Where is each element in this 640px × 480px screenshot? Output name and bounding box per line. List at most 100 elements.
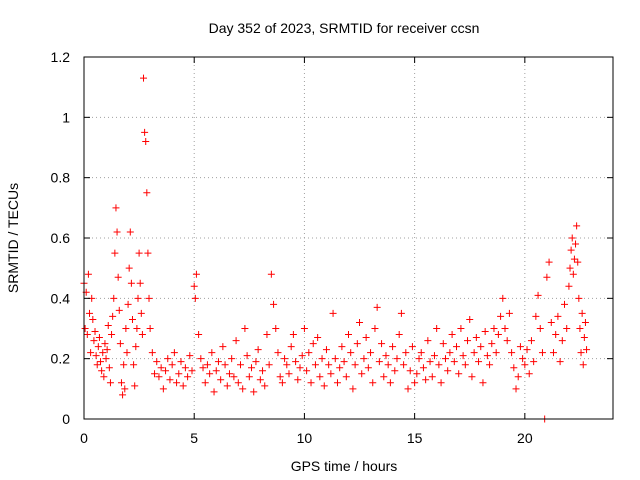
data-point (536, 325, 544, 332)
data-point (481, 328, 489, 336)
data-point (430, 352, 438, 360)
data-point (543, 273, 551, 281)
data-point (477, 343, 485, 351)
data-point (252, 358, 260, 366)
data-point (455, 370, 463, 378)
data-point (234, 379, 242, 387)
data-point (106, 379, 114, 387)
data-point (512, 385, 520, 393)
data-point (127, 279, 135, 287)
data-point (470, 349, 478, 357)
data-point (261, 382, 269, 390)
x-tick-labels: 0 5 10 15 20 (80, 430, 533, 446)
data-point (94, 343, 102, 351)
data-point (435, 361, 443, 369)
y-tick-label: 0 (62, 411, 70, 427)
data-point (245, 373, 253, 381)
data-point (351, 361, 359, 369)
data-point (126, 228, 134, 236)
data-point (322, 346, 330, 354)
data-point (579, 361, 587, 369)
data-point (331, 355, 339, 363)
grid-lines (84, 57, 613, 419)
data-point (441, 355, 449, 363)
data-point (228, 355, 236, 363)
data-point (574, 258, 582, 266)
data-point (188, 367, 196, 375)
data-point (87, 349, 95, 357)
data-point (393, 355, 401, 363)
data-point (181, 364, 189, 372)
data-point (569, 270, 577, 278)
data-point (499, 294, 507, 302)
data-point (532, 312, 540, 320)
data-point (501, 325, 509, 332)
data-point (567, 246, 575, 254)
data-point (367, 349, 375, 357)
x-tick-label: 10 (297, 430, 313, 446)
data-point (538, 349, 546, 357)
data-point (554, 312, 562, 320)
data-point (464, 337, 472, 345)
data-point (230, 373, 238, 381)
data-point (314, 334, 322, 342)
data-point (278, 379, 286, 387)
data-point (446, 349, 454, 357)
data-point (342, 373, 350, 381)
data-point (294, 376, 302, 384)
data-point (389, 343, 397, 351)
data-point (523, 346, 531, 354)
data-point (270, 300, 278, 308)
x-tick-label: 15 (407, 430, 423, 446)
data-point (125, 264, 133, 272)
data-point (525, 370, 533, 378)
data-point (110, 294, 118, 302)
data-point (292, 358, 300, 366)
y-tick-label: 0.4 (51, 290, 71, 306)
data-point (201, 379, 209, 387)
data-point (296, 364, 304, 372)
data-point (364, 364, 372, 372)
data-point (84, 270, 92, 278)
data-point (503, 337, 511, 345)
y-tick-label: 0.8 (51, 170, 71, 186)
data-point (552, 331, 560, 339)
data-point (217, 376, 225, 384)
data-point (136, 279, 144, 287)
data-points (80, 74, 591, 423)
data-point (558, 337, 566, 345)
data-point (419, 364, 427, 372)
data-point (166, 376, 174, 384)
data-point (120, 361, 128, 369)
data-point (417, 349, 425, 357)
data-point (422, 376, 430, 384)
data-point (545, 258, 553, 266)
data-point (362, 334, 370, 342)
data-point (144, 249, 152, 257)
data-point (151, 370, 159, 378)
data-point (329, 309, 337, 317)
data-point (459, 352, 467, 360)
data-point (114, 273, 122, 281)
data-point (250, 388, 258, 396)
data-point (356, 318, 364, 326)
data-point (575, 294, 583, 302)
data-point (104, 321, 112, 329)
data-point (581, 318, 589, 326)
data-point (100, 373, 108, 381)
data-point (488, 340, 496, 348)
data-point (272, 325, 280, 332)
data-point (112, 204, 120, 212)
data-point (86, 309, 94, 317)
data-point (568, 234, 576, 242)
data-point (143, 189, 151, 197)
data-point (521, 361, 529, 369)
data-point (124, 300, 132, 308)
data-point (274, 349, 282, 357)
data-point (186, 352, 194, 360)
data-point (90, 337, 98, 345)
data-point (123, 349, 131, 357)
data-point (426, 358, 434, 366)
data-point (475, 358, 483, 366)
data-point (121, 385, 129, 393)
